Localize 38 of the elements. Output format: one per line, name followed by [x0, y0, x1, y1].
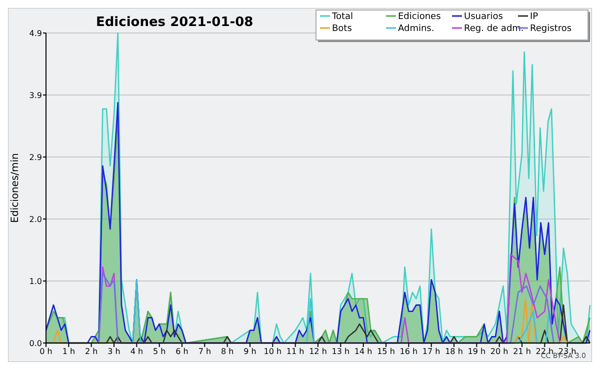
x-tick-label: 20 h — [490, 347, 508, 356]
legend-label: Admins. — [398, 24, 434, 34]
legend-label: Registros — [530, 24, 572, 34]
x-tick-label: 3 h — [108, 347, 120, 356]
y-tick-label: 2.9 — [29, 153, 42, 162]
x-tick-label: 14 h — [354, 347, 372, 356]
x-tick-label: 19 h — [468, 347, 486, 356]
y-axis-title: Ediciones/min — [10, 153, 21, 223]
x-tick-label: 21 h — [513, 347, 531, 356]
x-tick-label: 5 h — [152, 347, 166, 356]
x-tick-label: 10 h — [264, 347, 282, 356]
x-tick-label: 2 h — [84, 347, 98, 356]
x-tick-label: 4 h — [130, 347, 144, 356]
y-tick-label: 2.0 — [29, 215, 42, 224]
legend-label: Ediciones — [398, 12, 442, 22]
y-tick-label: 1.0 — [29, 277, 42, 286]
legend-label: Bots — [332, 24, 352, 34]
x-tick-label: 13 h — [332, 347, 350, 356]
x-tick-label: 1 h — [62, 347, 76, 356]
legend-label: Reg. de adm. — [464, 24, 524, 34]
x-tick-label: 9 h — [244, 347, 256, 356]
y-tick-label: 3.9 — [29, 91, 42, 100]
y-tick-label: 4.9 — [29, 29, 42, 38]
x-tick-label: 17 h — [422, 347, 440, 356]
y-tick-label: 0.0 — [29, 339, 42, 348]
legend-label: Total — [331, 12, 354, 22]
x-tick-label: 18 h — [445, 347, 463, 356]
x-tick-label: 7 h — [198, 347, 212, 356]
chart-title: Ediciones 2021-01-08 — [96, 15, 254, 30]
x-tick-label: 15 h — [377, 347, 395, 356]
x-tick-label: 12 h — [309, 347, 327, 356]
legend-label: IP — [530, 12, 539, 22]
x-tick-label: 16 h — [400, 347, 418, 356]
x-tick-label: 0 h — [40, 347, 52, 356]
legend-label: Usuarios — [464, 12, 504, 22]
x-tick-label: 6 h — [176, 347, 188, 356]
x-tick-label: 11 h — [286, 347, 304, 356]
x-tick-label: 8 h — [220, 347, 234, 356]
